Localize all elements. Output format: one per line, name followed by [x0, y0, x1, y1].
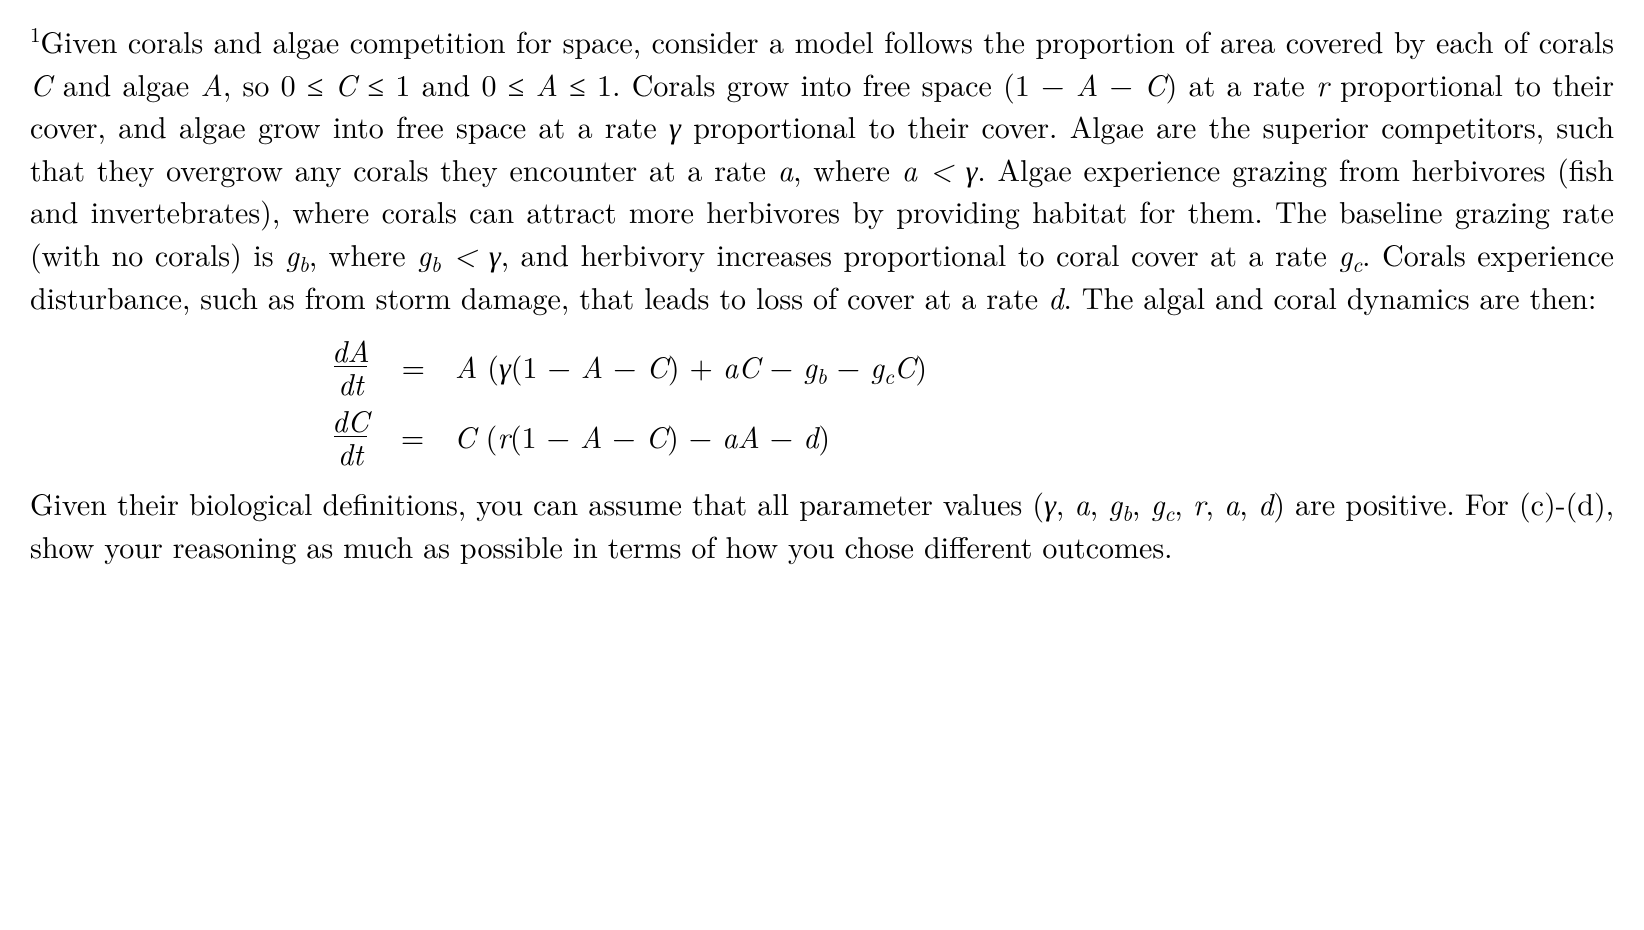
- text: and: [410, 62, 481, 105]
- rel1-c: γ: [966, 147, 978, 190]
- den-d: d: [338, 431, 353, 474]
- rel2-b: <: [441, 232, 489, 275]
- equals: =: [396, 339, 431, 393]
- text: and algae: [51, 62, 200, 105]
- free-d: C: [1144, 62, 1165, 105]
- r1: A: [455, 344, 477, 387]
- var-r: r: [1316, 62, 1329, 105]
- text: . Corals grow into free space: [612, 62, 1003, 105]
- r13: −: [827, 344, 870, 387]
- rel2-c: γ: [489, 232, 501, 275]
- p-a1: a: [1074, 481, 1089, 524]
- r15: C: [894, 344, 915, 387]
- r14s: c: [884, 361, 894, 391]
- text: , and herbivory increases proportional t…: [501, 232, 1339, 275]
- text: Given their biological definitions, you …: [30, 481, 1044, 524]
- var-a: a: [778, 147, 793, 190]
- p-d: d: [1258, 481, 1273, 524]
- equals: =: [395, 409, 430, 463]
- r8: ) −: [667, 414, 722, 457]
- p-gamma: γ: [1044, 481, 1056, 524]
- r7: C: [646, 344, 667, 387]
- frac-dC-dt: dC dt: [330, 404, 371, 468]
- equation-dC-dt: dC dt = C (r(1 − A − C) − aA − d): [330, 404, 1614, 468]
- text: at a rate: [1177, 62, 1316, 105]
- r12: d: [803, 414, 818, 457]
- r12: g: [803, 344, 817, 387]
- r16: ): [915, 344, 927, 387]
- inequality-1b: C: [335, 62, 356, 105]
- p-r: r: [1193, 481, 1206, 524]
- r10: C: [738, 344, 759, 387]
- r9: a: [723, 344, 738, 387]
- r2: (: [476, 414, 498, 457]
- equation-dA-dt: dA dt = A (γ(1 − A − C) + aC − gb − gcC): [330, 334, 1614, 398]
- c: ,: [1132, 481, 1151, 524]
- r5: A: [580, 414, 602, 457]
- r7: C: [646, 414, 667, 457]
- r14: g: [870, 344, 884, 387]
- inequality-2c: ≤ 1: [558, 62, 612, 105]
- r11: −: [760, 344, 803, 387]
- frac-dA-dt: dA dt: [330, 334, 372, 398]
- free-a: (1 −: [1003, 62, 1076, 105]
- p-a2: a: [1224, 481, 1239, 524]
- inequality-1a: 0 ≤: [281, 62, 335, 105]
- c: ,: [1206, 481, 1225, 524]
- rhs-eq1: A (γ(1 − A − C) + aC − gb − gcC): [455, 339, 927, 393]
- r3: r: [497, 414, 510, 457]
- c: ,: [1239, 481, 1258, 524]
- var-A: A: [201, 62, 223, 105]
- gc-sym: g: [1338, 232, 1352, 275]
- r9: a: [722, 414, 737, 457]
- free-b: A: [1076, 62, 1098, 105]
- var-d: d: [1048, 275, 1063, 318]
- c: ,: [1090, 481, 1109, 524]
- rel2-a: g: [417, 232, 431, 275]
- inequality-1c: ≤ 1: [356, 62, 410, 105]
- rhs-eq2: C (r(1 − A − C) − aA − d): [454, 409, 830, 463]
- free-c: −: [1098, 62, 1144, 105]
- r11: −: [760, 414, 803, 457]
- r5: A: [581, 344, 603, 387]
- text: . The algal and coral dynamics are then:: [1063, 275, 1596, 318]
- r4: (1 −: [510, 414, 580, 457]
- inequality-2a: 0 ≤: [481, 62, 535, 105]
- r6: −: [602, 414, 645, 457]
- r6: −: [603, 344, 646, 387]
- problem-paragraph-2: Given their biological definitions, you …: [30, 482, 1614, 567]
- gb-sym: g: [285, 232, 299, 275]
- c: ,: [1056, 481, 1075, 524]
- text: , where: [793, 147, 902, 190]
- r4: (1 −: [511, 344, 581, 387]
- p-gb: g: [1108, 481, 1122, 524]
- inequality-2b: A: [536, 62, 558, 105]
- r13: ): [818, 414, 830, 457]
- text: , where: [309, 232, 417, 275]
- r10: A: [737, 414, 759, 457]
- r1: C: [454, 414, 475, 457]
- den-v: t: [353, 431, 363, 474]
- problem-paragraph-1: 1Given corals and algae competition for …: [30, 20, 1614, 318]
- equation-block: dA dt = A (γ(1 − A − C) + aC − gb − gcC)…: [30, 334, 1614, 468]
- r2: (: [477, 344, 499, 387]
- r8: ) +: [668, 344, 723, 387]
- r3: γ: [499, 344, 511, 387]
- r12s: b: [817, 361, 827, 391]
- c: ,: [1174, 481, 1193, 524]
- rel1-b: <: [917, 147, 965, 190]
- p-gc: g: [1151, 481, 1165, 524]
- free-e: ): [1166, 62, 1178, 105]
- var-gamma: γ: [669, 104, 681, 147]
- rel1-a: a: [902, 147, 917, 190]
- var-C: C: [30, 62, 51, 105]
- text: Given corals and algae competition for s…: [41, 19, 1615, 62]
- footnote-marker: 1: [30, 19, 41, 49]
- text: , so: [223, 62, 281, 105]
